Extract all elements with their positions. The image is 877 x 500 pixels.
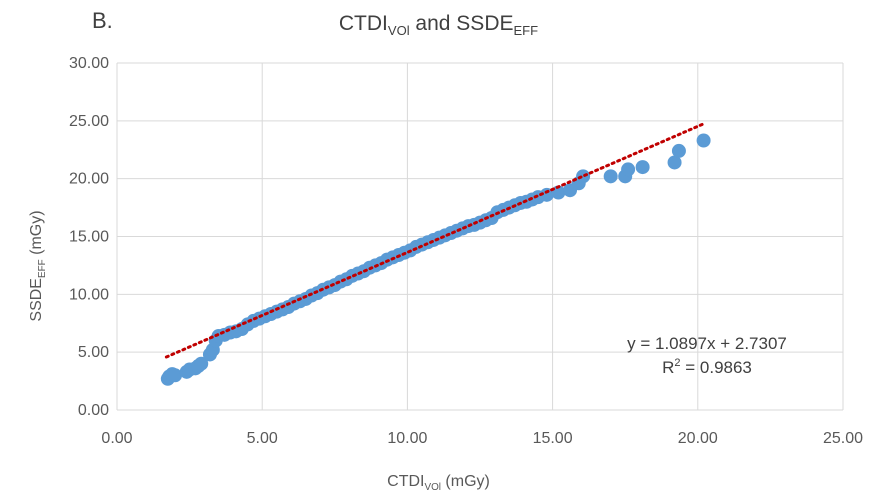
data-point bbox=[194, 356, 209, 371]
x-tick-label: 25.00 bbox=[823, 430, 863, 447]
data-point bbox=[539, 187, 554, 202]
trendline-equation: y = 1.0897x + 2.7307 bbox=[627, 334, 787, 353]
y-tick-label: 25.00 bbox=[69, 113, 109, 130]
data-point bbox=[621, 162, 636, 177]
trendline bbox=[164, 122, 706, 359]
x-axis-label: CTDIVOl (mGy) bbox=[387, 473, 490, 494]
x-tick-label: 20.00 bbox=[678, 430, 718, 447]
data-point bbox=[696, 133, 711, 148]
x-tick-label: 5.00 bbox=[247, 430, 278, 447]
gridlines bbox=[116, 62, 844, 411]
y-tick-label: 30.00 bbox=[69, 55, 109, 72]
y-tick-label: 5.00 bbox=[78, 344, 109, 361]
x-axis-ticks: 0.00 5.00 10.00 15.00 20.00 25.00 bbox=[101, 430, 863, 447]
y-tick-label: 20.00 bbox=[69, 171, 109, 188]
y-axis-ticks: 0.00 5.00 10.00 15.00 20.00 25.00 30.00 bbox=[69, 55, 109, 419]
x-tick-label: 10.00 bbox=[387, 430, 427, 447]
data-point bbox=[635, 160, 650, 175]
data-point bbox=[667, 155, 682, 170]
x-tick-label: 15.00 bbox=[533, 430, 573, 447]
chart-title: CTDIVOl and SSDEEFF bbox=[338, 12, 539, 39]
r-squared-label: R2 = 0.9863 bbox=[662, 357, 752, 377]
y-tick-label: 0.00 bbox=[78, 402, 109, 419]
panel-label: B. bbox=[92, 8, 113, 33]
data-point bbox=[168, 368, 183, 383]
y-tick-label: 15.00 bbox=[69, 229, 109, 246]
y-axis-label: SSDEEFF (mGy) bbox=[27, 210, 49, 322]
data-point bbox=[576, 169, 591, 184]
data-point bbox=[671, 143, 686, 158]
x-tick-label: 0.00 bbox=[101, 430, 132, 447]
data-point bbox=[603, 169, 618, 184]
y-tick-label: 10.00 bbox=[69, 286, 109, 303]
